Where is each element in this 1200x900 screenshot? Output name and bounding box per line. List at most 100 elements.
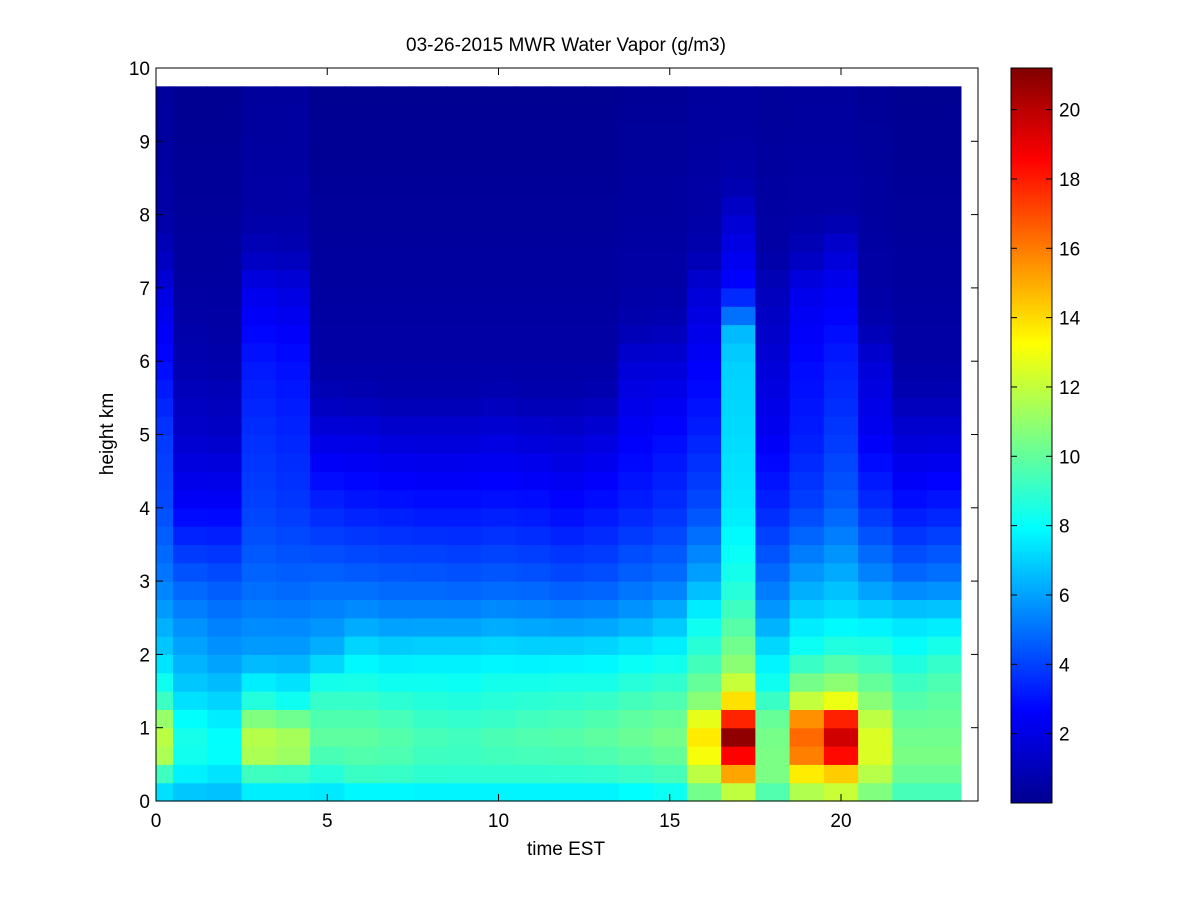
heatmap-cell: [173, 141, 208, 161]
heatmap-cell: [412, 471, 448, 491]
heatmap-cell: [584, 287, 619, 307]
heatmap-cell: [173, 251, 208, 271]
heatmap-cell: [721, 452, 756, 472]
heatmap-cell: [156, 122, 174, 142]
heatmap-cell: [173, 746, 208, 765]
heatmap-cell: [207, 324, 243, 344]
x-tick-label: 20: [830, 811, 851, 832]
heatmap-cell: [241, 251, 277, 271]
heatmap-cell: [310, 727, 345, 747]
heatmap-cell: [584, 507, 619, 527]
heatmap-cell: [481, 342, 517, 362]
heatmap-cell: [549, 782, 585, 802]
heatmap-cell: [515, 434, 551, 454]
heatmap-cell: [207, 397, 243, 417]
heatmap-cell: [447, 452, 482, 472]
heatmap-cell: [789, 727, 825, 747]
heatmap-cell: [173, 727, 208, 747]
heatmap-cell: [549, 562, 585, 582]
heatmap-cell: [618, 489, 654, 509]
heatmap-cell: [156, 306, 174, 326]
heatmap-cell: [344, 416, 380, 436]
heatmap-cell: [652, 471, 688, 491]
heatmap-cell: [549, 471, 585, 491]
heatmap-cell: [344, 489, 380, 509]
heatmap-cell: [618, 452, 654, 472]
heatmap-cell: [412, 177, 448, 197]
heatmap-cell: [310, 452, 345, 472]
heatmap-cell: [173, 544, 208, 564]
heatmap-cell: [378, 746, 414, 765]
heatmap-cell: [755, 507, 791, 527]
heatmap-cell: [858, 86, 893, 106]
heatmap-cell: [173, 672, 208, 692]
heatmap-cell: [789, 746, 825, 765]
heatmap-cell: [241, 306, 277, 326]
heatmap-cell: [207, 782, 243, 802]
heatmap-cell: [652, 489, 688, 509]
heatmap-cell: [686, 397, 722, 417]
heatmap-cell: [412, 581, 448, 601]
heatmap-cell: [858, 507, 893, 527]
heatmap-cell: [173, 782, 208, 802]
heatmap-cell: [652, 122, 688, 142]
heatmap-cell: [858, 324, 893, 344]
heatmap-cell: [310, 122, 345, 142]
heatmap-cell: [686, 489, 722, 509]
heatmap-cell: [241, 654, 277, 674]
heatmap-cell: [447, 471, 482, 491]
heatmap-cell: [686, 361, 722, 381]
heatmap-cell: [789, 306, 825, 326]
heatmap-cell: [447, 654, 482, 674]
heatmap-cell: [447, 159, 482, 179]
heatmap-cell: [618, 379, 654, 399]
heatmap-cell: [755, 232, 791, 252]
heatmap-cell: [481, 434, 517, 454]
heatmap-cell: [173, 471, 208, 491]
heatmap-cell: [926, 159, 962, 179]
heatmap-cell: [549, 709, 585, 729]
heatmap-cell: [721, 177, 756, 197]
heatmap-cell: [241, 709, 277, 729]
heatmap-cell: [721, 434, 756, 454]
heatmap-cell: [755, 452, 791, 472]
heatmap-cell: [823, 251, 859, 271]
heatmap-cell: [652, 306, 688, 326]
heatmap-cell: [858, 599, 893, 619]
x-tick-labels: 0 5 10 15 20: [151, 811, 852, 832]
heatmap-cell: [892, 232, 928, 252]
heatmap-cell: [344, 104, 380, 124]
heatmap-cell: [618, 636, 654, 655]
heatmap-cell: [241, 727, 277, 747]
heatmap-cell: [686, 782, 722, 802]
heatmap-cell: [549, 104, 585, 124]
heatmap-cell: [344, 581, 380, 601]
heatmap-cell: [447, 489, 482, 509]
heatmap-cell: [823, 287, 859, 307]
heatmap-cell: [310, 251, 345, 271]
heatmap-cell: [515, 709, 551, 729]
heatmap-cell: [755, 177, 791, 197]
heatmap-cell: [618, 251, 654, 271]
heatmap-cell: [447, 507, 482, 527]
heatmap-cell: [892, 562, 928, 582]
heatmap-cell: [686, 654, 722, 674]
heatmap-cell: [721, 636, 756, 655]
heatmap-cell: [686, 581, 722, 601]
heatmap-cell: [755, 764, 791, 784]
heatmap-cell: [892, 177, 928, 197]
heatmap-cell: [412, 434, 448, 454]
heatmap-cell: [652, 416, 688, 436]
heatmap-cell: [789, 342, 825, 362]
heatmap-cell: [652, 104, 688, 124]
heatmap-cell: [310, 214, 345, 234]
heatmap-cell: [618, 177, 654, 197]
heatmap-cell: [584, 672, 619, 692]
heatmap-cell: [584, 379, 619, 399]
heatmap-cell: [156, 141, 174, 161]
heatmap-cell: [481, 324, 517, 344]
heatmap-cell: [549, 581, 585, 601]
heatmap-cell: [310, 177, 345, 197]
heatmap-cell: [755, 782, 791, 802]
heatmap-cell: [926, 379, 962, 399]
